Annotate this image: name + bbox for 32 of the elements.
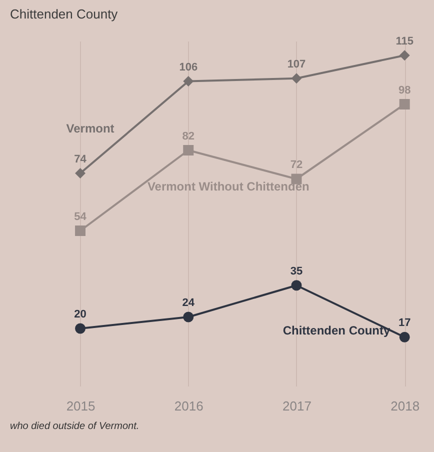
data-label: 82 — [182, 130, 195, 142]
x-tick-label: 2018 — [390, 398, 420, 414]
chart-title: Chittenden County — [10, 6, 118, 22]
x-tick-label: 2016 — [174, 398, 204, 414]
data-label: 54 — [74, 210, 88, 223]
x-tick-label: 2015 — [66, 398, 96, 414]
data-label: 106 — [179, 61, 198, 74]
data-label: 24 — [182, 297, 196, 309]
point — [75, 323, 86, 334]
point — [291, 280, 302, 291]
point — [399, 50, 410, 61]
point — [75, 168, 86, 178]
point — [399, 332, 410, 342]
series-label: Vermont — [66, 121, 114, 136]
data-label: 107 — [287, 58, 306, 70]
point — [183, 312, 194, 322]
data-label: 115 — [396, 35, 414, 48]
data-label: 98 — [398, 84, 411, 96]
point — [399, 99, 410, 110]
data-label: 72 — [290, 159, 303, 171]
point — [183, 145, 194, 156]
data-label: 20 — [74, 308, 86, 320]
series-label: Chittenden County — [282, 323, 390, 338]
x-tick-label: 2017 — [282, 398, 312, 414]
series-label: Vermont Without Chittenden — [147, 179, 310, 194]
data-label: 35 — [290, 265, 303, 278]
point — [183, 76, 194, 86]
text: who died outside of Vermont. — [10, 421, 140, 432]
point — [75, 226, 86, 236]
data-label: 74 — [74, 153, 88, 166]
point — [291, 73, 302, 84]
data-label: 17 — [398, 317, 411, 330]
